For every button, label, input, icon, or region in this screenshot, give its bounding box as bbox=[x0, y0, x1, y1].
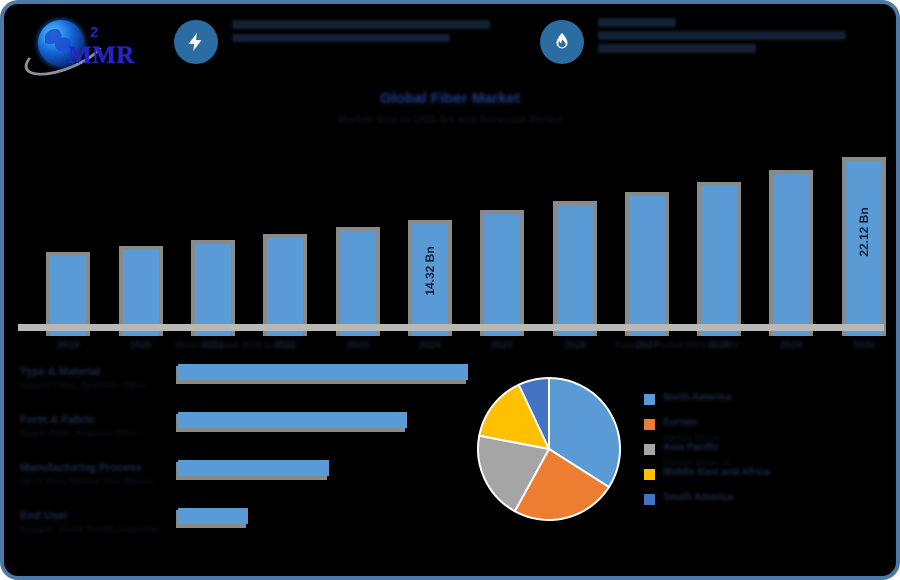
legend-swatch-icon bbox=[644, 469, 655, 480]
column-bar[interactable] bbox=[846, 161, 882, 336]
column-bar[interactable] bbox=[629, 196, 665, 336]
legend-label: South America bbox=[663, 492, 734, 503]
legend-sublabel: Market Share bbox=[663, 433, 720, 443]
segment-bar[interactable] bbox=[178, 460, 329, 476]
segment-bar[interactable] bbox=[178, 508, 248, 524]
column-bar[interactable] bbox=[557, 205, 593, 336]
header-report-line2 bbox=[598, 31, 846, 40]
segment-sublabel: Spun Yarn, Woven, Non-Woven bbox=[20, 476, 154, 486]
legend-swatch-icon bbox=[644, 494, 655, 505]
legend-label: Middle East and Africa bbox=[663, 467, 770, 478]
column-bar[interactable] bbox=[123, 250, 159, 336]
x-axis-tick-label: 2024 bbox=[418, 340, 442, 351]
legend-item[interactable]: Market Share % Middle East and Africa bbox=[644, 458, 874, 492]
column-bar-group: 2025 bbox=[480, 210, 524, 351]
header-company-line2 bbox=[232, 34, 450, 42]
legend-swatch-icon bbox=[644, 444, 655, 455]
x-axis-tick-label: 2028 bbox=[707, 340, 731, 351]
globe-icon bbox=[38, 20, 84, 66]
column-bar-group: 2027 bbox=[625, 192, 669, 351]
segment-label: End User bbox=[20, 510, 69, 522]
pie-slice[interactable] bbox=[478, 383, 551, 451]
x-axis-tick-label: 2023 bbox=[346, 340, 370, 351]
column-bar[interactable] bbox=[484, 214, 520, 336]
segment-row: Type & Material Natural Fiber, Synthetic … bbox=[18, 364, 478, 398]
column-bar[interactable] bbox=[701, 186, 737, 336]
legend-item[interactable]: North America bbox=[644, 392, 874, 417]
legend-swatch-icon bbox=[644, 394, 655, 405]
column-bar[interactable] bbox=[195, 244, 231, 336]
legend-item[interactable]: Europe bbox=[644, 417, 874, 442]
column-bar[interactable] bbox=[50, 256, 86, 336]
x-axis-tick-label: 2020 bbox=[129, 340, 153, 351]
legend-item[interactable]: South America bbox=[644, 492, 874, 517]
segment-bar[interactable] bbox=[178, 412, 407, 428]
segment-label: Manufacturing Process bbox=[20, 462, 142, 474]
region-pie-chart bbox=[476, 376, 622, 522]
segment-row: Form & Fabric Staple Fiber, Filament Fibe… bbox=[18, 412, 478, 446]
forecast-period-label: Forecast Period 2024 to 2030 bbox=[614, 340, 740, 350]
column-bar-group: 2028 bbox=[697, 182, 741, 351]
page-subtitle: Market Size in USD Bn and Forecast Perio… bbox=[336, 114, 564, 126]
column-bar-group: 2023 bbox=[336, 227, 380, 351]
column-bar[interactable] bbox=[773, 174, 809, 336]
header-report-line3 bbox=[598, 44, 756, 53]
pie-slice[interactable] bbox=[517, 376, 550, 450]
flame-drop-icon bbox=[540, 20, 584, 64]
column-bar[interactable] bbox=[412, 224, 448, 336]
x-axis-tick-label: 2021 bbox=[201, 340, 225, 351]
brand-name: MMR bbox=[68, 42, 135, 69]
column-bar-group: 2022 bbox=[263, 234, 307, 351]
pie-slice[interactable] bbox=[513, 447, 611, 521]
segment-label: Form & Fabric bbox=[20, 414, 95, 426]
segment-row: Manufacturing Process Spun Yarn, Woven, N… bbox=[18, 460, 478, 494]
column-bar-group: 2021 bbox=[191, 240, 235, 351]
column-bar-value-label: 14.32 Bn bbox=[423, 246, 437, 296]
historic-period-label: Historic Period 2019 to 2023 bbox=[174, 340, 296, 350]
header-company-text bbox=[232, 20, 490, 42]
page-title: Global Fiber Market bbox=[379, 90, 521, 107]
pie-slice[interactable] bbox=[477, 434, 551, 513]
header: 2 MMR bbox=[4, 4, 896, 85]
chart-axis-line bbox=[18, 324, 884, 331]
column-bar[interactable] bbox=[267, 238, 303, 336]
bolt-icon bbox=[174, 20, 218, 64]
segment-bar[interactable] bbox=[178, 364, 468, 380]
x-axis-tick-label: 2026 bbox=[563, 340, 587, 351]
x-axis-tick-label: 2029 bbox=[779, 340, 803, 351]
segment-bar-chart: Type & Material Natural Fiber, Synthetic … bbox=[18, 364, 478, 539]
legend-sublabel: Market Share % bbox=[663, 458, 731, 468]
header-report-line1 bbox=[598, 18, 676, 27]
legend-label: North America bbox=[663, 392, 732, 403]
segment-sublabel: Staple Fiber, Filament Fiber bbox=[20, 428, 138, 438]
segment-sublabel: Natural Fiber, Synthetic Fiber bbox=[20, 380, 146, 390]
column-bar-group: 2026 bbox=[553, 201, 597, 351]
legend-swatch-icon bbox=[644, 419, 655, 430]
segment-sublabel: Apparel, Home Textile, Industrial bbox=[20, 524, 160, 534]
segment-label: Type & Material bbox=[20, 366, 101, 378]
column-bar-group: 2019 bbox=[46, 252, 90, 351]
legend-item[interactable]: Market Share Asia Pacific bbox=[644, 433, 874, 467]
x-axis-tick-label: 2025 bbox=[490, 340, 514, 351]
column-bar-group: 22.12 Bn 2030 bbox=[842, 157, 886, 351]
segment-row: End User Apparel, Home Textile, Industria… bbox=[18, 508, 478, 542]
header-report-text bbox=[598, 18, 846, 53]
brand-logo[interactable]: 2 MMR bbox=[18, 16, 148, 85]
column-bar-group: 2020 bbox=[119, 246, 163, 351]
x-axis-tick-label: 2030 bbox=[852, 340, 876, 351]
x-axis-tick-label: 2022 bbox=[273, 340, 297, 351]
legend-label: Europe bbox=[663, 417, 698, 428]
column-chart: 2019 2020 2021 2022 2023 14.32 Bn 2024 2025 2026… bbox=[16, 136, 886, 351]
x-axis-tick-label: 2027 bbox=[635, 340, 659, 351]
header-company-line1 bbox=[232, 20, 490, 29]
column-bar-group: 14.32 Bn 2024 bbox=[408, 220, 452, 351]
x-axis-tick-label: 2019 bbox=[56, 340, 80, 351]
legend-label: Asia Pacific bbox=[663, 442, 720, 453]
column-bar-group: 2029 bbox=[769, 170, 813, 351]
brand-superscript: 2 bbox=[90, 24, 99, 41]
pie-legend: North America Europe Market Share Asia Paci… bbox=[644, 392, 874, 517]
column-bar-value-label: 22.12 Bn bbox=[857, 207, 871, 257]
column-bar[interactable] bbox=[340, 231, 376, 336]
